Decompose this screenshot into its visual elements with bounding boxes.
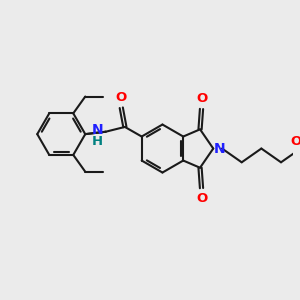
Text: N: N bbox=[92, 123, 103, 137]
Text: N: N bbox=[214, 142, 226, 155]
Text: O: O bbox=[290, 135, 300, 148]
Text: O: O bbox=[116, 91, 127, 104]
Text: O: O bbox=[196, 92, 207, 105]
Text: O: O bbox=[196, 192, 207, 205]
Text: H: H bbox=[92, 136, 103, 148]
